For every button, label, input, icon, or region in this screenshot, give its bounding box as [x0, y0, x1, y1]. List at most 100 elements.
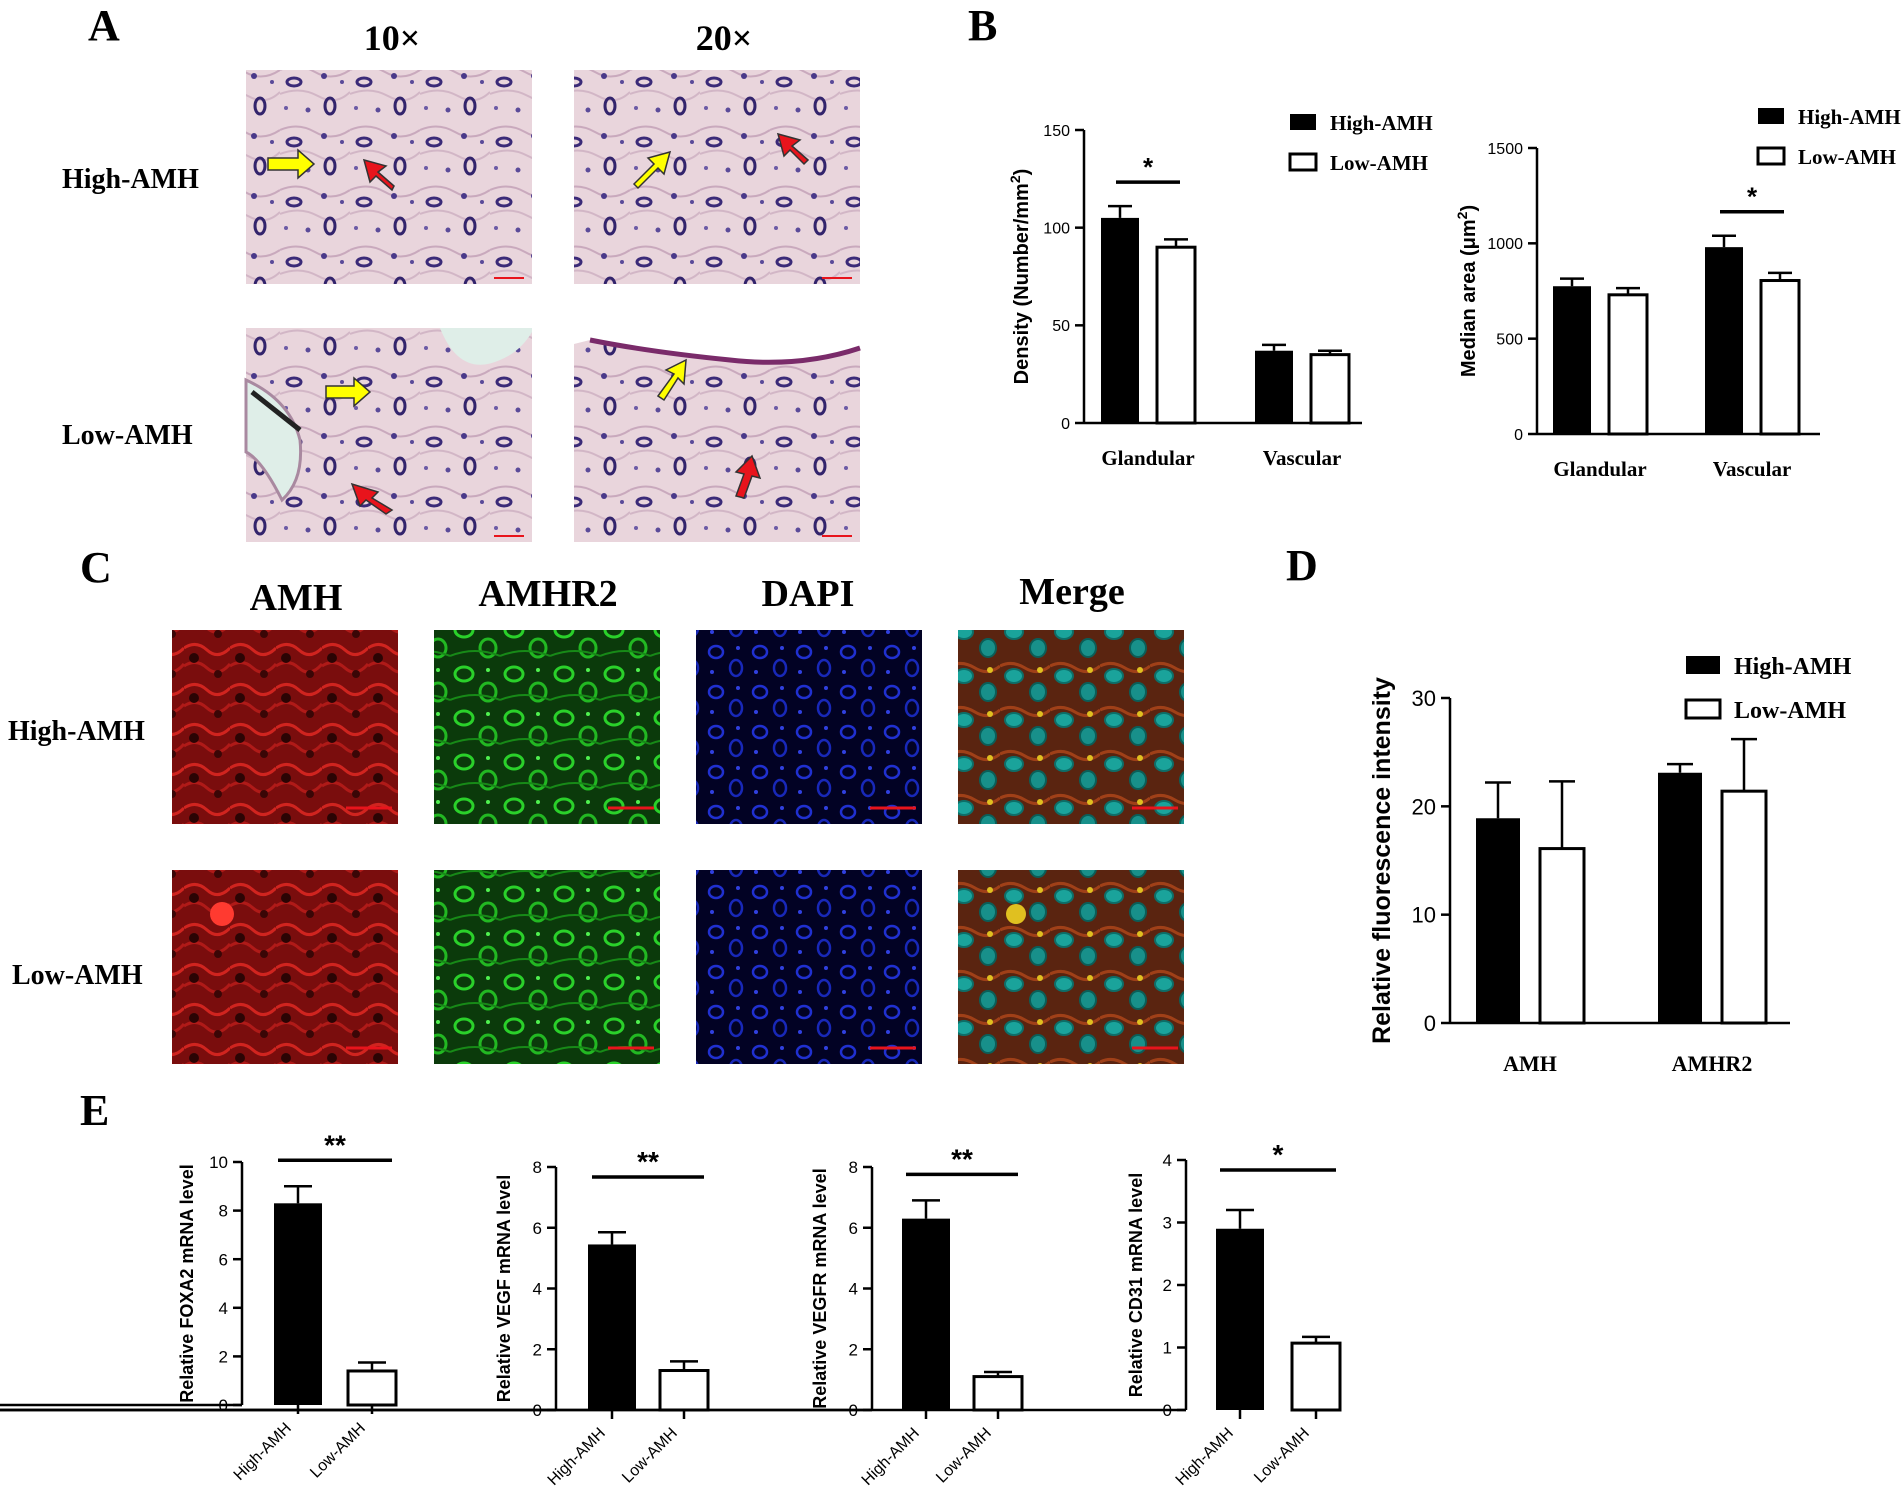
legend-label-low-amh: Low-AMH: [1734, 698, 1846, 724]
y-axis-label: Median area (μm2): [1454, 205, 1480, 377]
y-tick-label: 100: [1043, 220, 1070, 237]
x-category-label: High-AMH: [231, 1420, 295, 1484]
y-tick-label: 4: [849, 1280, 858, 1299]
panel-c-col-label-dapi: DAPI: [762, 573, 855, 615]
x-category-label: Vascular: [1263, 446, 1342, 470]
y-tick-label: 2: [849, 1340, 858, 1359]
y-axis-label-text: Relative VEGF mRNA level: [494, 1175, 514, 1402]
bar-high-amh: [588, 1244, 636, 1410]
y-axis-label-text: Density (Number/mm: [1011, 183, 1033, 384]
chart-b-density: 0 50 100 150 Density (Number/mm2) Glandular Va…: [1007, 111, 1433, 470]
if-image-amh-high: [172, 630, 398, 824]
bar-high-amh: [1101, 217, 1139, 423]
y-axis-label-superscript: 2: [1454, 211, 1470, 219]
y-tick-label: 10: [1412, 903, 1436, 928]
panel-a-row-label-low: Low-AMH: [62, 420, 193, 451]
panel-c-col-label-merge: Merge: [1019, 571, 1124, 613]
if-image-dapi-high: [696, 630, 922, 824]
panel-letter-c: C: [80, 543, 112, 592]
y-tick-label: 500: [1496, 331, 1523, 348]
legend-label-low-amh: Low-AMH: [1330, 151, 1428, 175]
red-arrow-icon: [734, 454, 762, 499]
x-category-label: Low-AMH: [307, 1420, 369, 1482]
legend-label-low-amh: Low-AMH: [1798, 145, 1896, 169]
y-tick-label: 150: [1043, 123, 1070, 140]
panel-letter-a: A: [88, 1, 120, 50]
yellow-arrow-icon: [325, 376, 372, 408]
y-tick-label: 4: [219, 1299, 228, 1318]
x-category-label: Low-AMH: [619, 1425, 681, 1487]
bar-high-amh: [1476, 818, 1520, 1023]
bar-low-amh: [1607, 293, 1649, 436]
bar-low-amh: [1759, 279, 1801, 436]
y-axis-label: Relative fluorescence intensity: [1368, 677, 1396, 1044]
yellow-arrow-icon: [656, 358, 687, 402]
y-tick-label: 0: [1163, 1401, 1172, 1420]
y-axis-label-text: Relative FOXA2 mRNA level: [177, 1164, 197, 1402]
y-axis-label: Relative FOXA2 mRNA level: [177, 1164, 197, 1402]
bar-low-amh: [346, 1369, 398, 1407]
bar-high-amh: [1553, 286, 1591, 434]
y-tick-label: 3: [1163, 1214, 1172, 1233]
significance-label: *: [1143, 152, 1154, 182]
x-category-label: High-AMH: [1173, 1425, 1237, 1489]
legend-swatch-high-amh: [1686, 656, 1720, 674]
bar-low-amh: [1538, 847, 1586, 1025]
y-tick-label: 4: [1163, 1151, 1172, 1170]
bar-high-amh: [1255, 350, 1293, 423]
y-tick-label: 2: [1163, 1276, 1172, 1295]
y-tick-label: 1500: [1487, 141, 1523, 158]
he-image-high-10x: [246, 70, 532, 284]
y-tick-label: 6: [219, 1250, 228, 1269]
significance-label: **: [951, 1143, 973, 1174]
y-axis-label: Density (Number/mm2): [1007, 169, 1033, 385]
he-image-low-10x: [244, 328, 532, 542]
y-axis-label-text: Relative CD31 mRNA level: [1126, 1173, 1146, 1397]
x-category-label: AMH: [1503, 1051, 1557, 1076]
legend-label-high-amh: High-AMH: [1330, 111, 1433, 135]
bar-high-amh: [902, 1218, 950, 1410]
y-axis-label: Relative CD31 mRNA level: [1126, 1173, 1146, 1397]
y-tick-label: 0: [1514, 427, 1523, 444]
significance-label: **: [637, 1146, 659, 1177]
y-axis-label-text: Median area (μm: [1458, 219, 1480, 377]
y-tick-label: 8: [849, 1158, 858, 1177]
if-image-amh-low: [172, 870, 398, 1064]
bar-high-amh: [1216, 1228, 1264, 1410]
significance-label: **: [324, 1129, 346, 1160]
y-tick-label: 2: [219, 1348, 228, 1367]
y-tick-label: 0: [1061, 416, 1070, 433]
panel-letter-e: E: [80, 1086, 109, 1135]
bar-low-amh: [1309, 353, 1351, 425]
significance-label: *: [1273, 1139, 1284, 1170]
y-tick-label: 20: [1412, 794, 1436, 819]
bar-low-amh: [972, 1375, 1024, 1412]
red-arrow-icon: [362, 158, 395, 192]
x-category-label: Vascular: [1713, 457, 1792, 481]
panel-a-row-label-high: High-AMH: [62, 164, 199, 195]
if-image-amhr2-low: [434, 870, 660, 1064]
y-tick-label: 4: [533, 1280, 542, 1299]
yellow-arrow-icon: [632, 150, 672, 190]
significance-label: *: [1747, 182, 1758, 212]
y-axis-label-text: Relative VEGFR mRNA level: [810, 1168, 830, 1408]
y-tick-label: 8: [219, 1202, 228, 1221]
yellow-arrow-icon: [267, 148, 316, 180]
y-tick-label: 1000: [1487, 236, 1523, 253]
y-tick-label: 0: [1424, 1011, 1436, 1036]
x-category-label: High-AMH: [859, 1425, 923, 1489]
bar-high-amh: [1705, 247, 1743, 434]
y-tick-label: 2: [533, 1340, 542, 1359]
panel-a-col-label-20x: 20×: [696, 18, 753, 58]
x-category-label: Glandular: [1553, 457, 1646, 481]
y-tick-label: 0: [219, 1396, 228, 1415]
y-tick-label: 6: [533, 1219, 542, 1238]
panel-c-col-label-amhr2: AMHR2: [478, 573, 617, 615]
y-tick-label: 30: [1412, 686, 1436, 711]
y-tick-label: 1: [1163, 1339, 1172, 1358]
y-axis-label: Relative VEGFR mRNA level: [810, 1168, 830, 1408]
panel-letter-b: B: [968, 1, 997, 50]
bar-low-amh: [1155, 245, 1197, 425]
bar-low-amh: [658, 1369, 710, 1412]
red-arrow-icon: [776, 132, 810, 166]
